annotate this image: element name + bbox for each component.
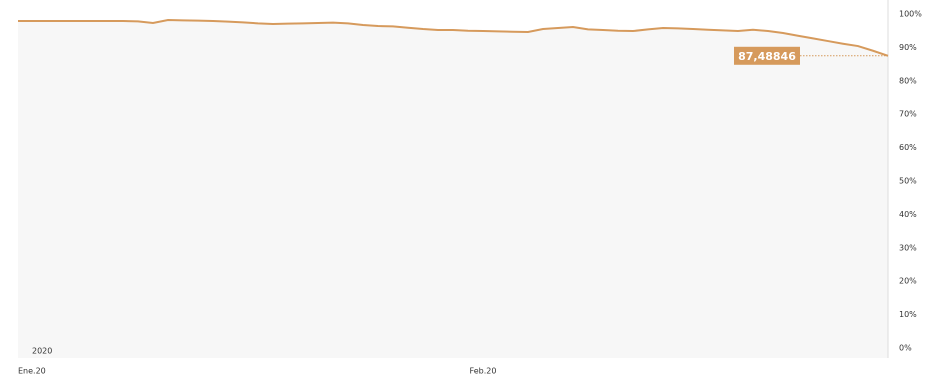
y-tick-label: 80%	[899, 76, 917, 85]
y-tick-label: 10%	[899, 310, 917, 319]
y-tick-label: 20%	[899, 277, 917, 286]
y-tick-label: 60%	[899, 143, 917, 152]
x-tick-label: Ene.20	[18, 367, 46, 376]
y-tick-label: 30%	[899, 243, 917, 252]
x-tick-label: Feb.20	[470, 367, 497, 376]
y-tick-label: 50%	[899, 177, 917, 186]
y-tick-label: 0%	[899, 344, 912, 353]
area	[18, 20, 888, 359]
line	[18, 19, 889, 57]
annotation: 2020	[32, 347, 52, 356]
y-tick-label: 100%	[899, 10, 922, 19]
value-label-box	[734, 46, 800, 65]
y-tick-label: 90%	[899, 43, 917, 52]
y-tick-label: 40%	[899, 210, 917, 219]
value-label: 87,48846	[738, 50, 796, 63]
y-tick-label: 70%	[899, 110, 917, 119]
